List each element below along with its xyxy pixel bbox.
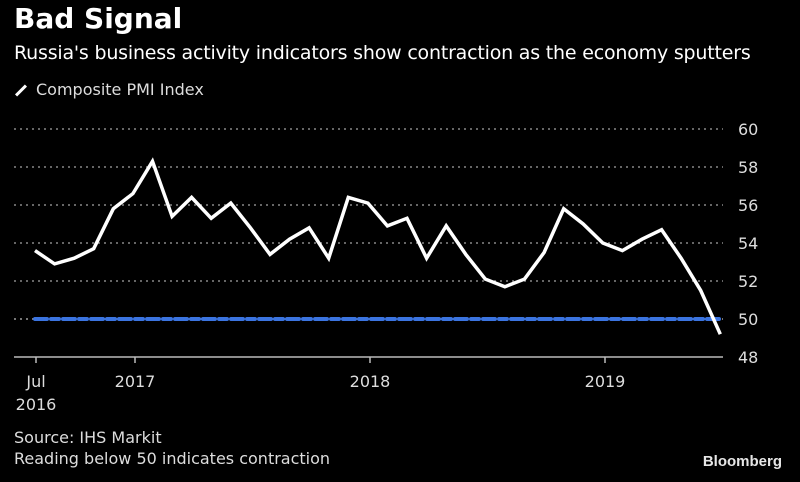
y-tick-label: 52 <box>738 272 758 291</box>
y-tick-label: 50 <box>738 310 758 329</box>
bloomberg-logo: Bloomberg <box>702 453 782 470</box>
chart-subtitle: Russia's business activity indicators sh… <box>14 42 751 64</box>
x-tick-label: Jul <box>25 372 45 391</box>
x-tick-label: 2019 <box>585 372 626 391</box>
x-tick-label: 2016 <box>16 395 57 414</box>
y-tick-label: 48 <box>738 348 758 367</box>
y-tick-label: 54 <box>738 234 758 253</box>
x-tick-label: 2018 <box>350 372 391 391</box>
y-tick-label: 56 <box>738 196 758 215</box>
legend-label: Composite PMI Index <box>36 80 204 99</box>
chart-title: Bad Signal <box>14 2 183 35</box>
x-tick-label: 2017 <box>115 372 156 391</box>
contraction-note: Reading below 50 indicates contraction <box>14 449 331 468</box>
source-note: Source: IHS Markit <box>14 428 162 447</box>
y-tick-label: 60 <box>738 120 758 139</box>
y-tick-label: 58 <box>738 158 758 177</box>
series-line-composite-pmi <box>34 157 722 335</box>
legend: Composite PMI Index <box>14 80 204 99</box>
